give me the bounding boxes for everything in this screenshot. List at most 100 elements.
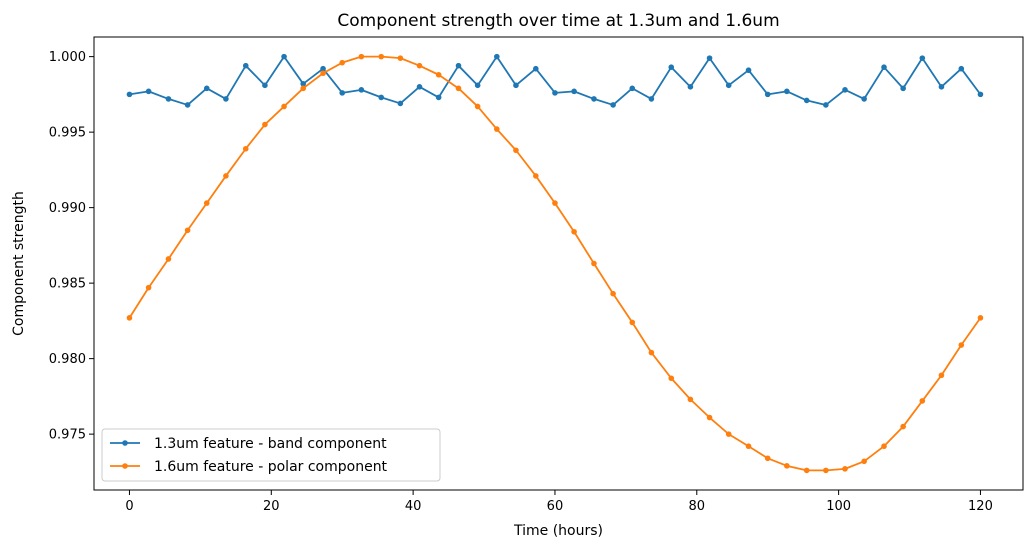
data-point	[745, 67, 752, 74]
data-point	[668, 375, 675, 382]
data-point	[803, 97, 810, 104]
data-point	[764, 91, 771, 98]
data-point	[126, 315, 133, 321]
data-point	[358, 53, 365, 60]
data-point	[203, 200, 210, 206]
data-point	[842, 87, 848, 93]
x-tick-label: 60	[547, 499, 564, 514]
data-point	[610, 102, 616, 108]
data-point	[339, 90, 346, 96]
data-point	[533, 173, 539, 179]
data-point	[803, 467, 810, 474]
data-point	[416, 84, 423, 90]
data-point	[958, 65, 965, 72]
x-axis: 0 20 40 60 80 100 120	[125, 490, 993, 514]
data-point	[706, 414, 713, 421]
data-point	[919, 398, 926, 404]
y-tick-label: 0.985	[49, 277, 86, 292]
data-point	[262, 121, 268, 128]
data-point	[435, 71, 442, 78]
data-point	[165, 256, 172, 262]
legend-frame	[101, 428, 441, 482]
data-point	[455, 62, 462, 69]
data-point	[474, 103, 481, 110]
series-line	[129, 55, 982, 106]
data-point	[745, 443, 752, 450]
data-point	[513, 147, 519, 154]
data-point	[397, 55, 404, 61]
data-point	[126, 91, 133, 98]
data-point	[591, 96, 597, 102]
data-point	[938, 84, 945, 90]
series-2	[126, 53, 984, 474]
data-point	[300, 85, 307, 92]
data-point	[320, 65, 326, 72]
data-point	[784, 463, 790, 469]
data-point	[242, 62, 249, 69]
data-point	[552, 200, 558, 206]
data-point	[629, 319, 636, 326]
y-tick-label: 0.995	[49, 126, 86, 141]
data-point	[977, 315, 984, 321]
data-point	[687, 396, 694, 403]
data-point	[262, 82, 268, 89]
y-tick-label: 1.000	[49, 50, 86, 65]
series-1	[126, 53, 984, 108]
data-point	[629, 85, 636, 92]
data-point	[725, 431, 732, 437]
data-point	[842, 466, 848, 472]
data-point	[145, 284, 152, 291]
data-point	[455, 85, 462, 92]
legend-label: 1.3um feature - band component	[154, 436, 387, 452]
data-point	[823, 467, 829, 474]
series-line	[128, 55, 982, 472]
data-point	[397, 100, 404, 107]
data-point	[571, 228, 577, 235]
data-point	[378, 53, 385, 60]
x-tick-label: 40	[405, 499, 422, 514]
series-layer	[126, 53, 984, 474]
data-point	[881, 64, 887, 70]
data-point	[591, 260, 597, 267]
data-point	[706, 55, 713, 61]
data-point	[474, 82, 481, 89]
data-point	[784, 88, 790, 95]
data-point	[571, 88, 577, 95]
data-point	[203, 85, 210, 92]
data-point	[861, 96, 867, 102]
data-point	[533, 65, 539, 72]
x-tick-label: 80	[689, 499, 706, 514]
data-point	[764, 455, 771, 462]
data-point	[281, 103, 287, 110]
data-point	[223, 173, 229, 179]
legend-swatch-marker	[122, 440, 128, 446]
legend-label: 1.6um feature - polar component	[154, 459, 388, 475]
data-point	[339, 59, 346, 66]
chart-title: Component strength over time at 1.3um an…	[337, 11, 779, 31]
data-point	[378, 94, 385, 101]
data-point	[687, 84, 694, 90]
x-tick-label: 0	[125, 499, 133, 514]
x-tick-label: 120	[968, 499, 993, 514]
data-point	[958, 342, 965, 348]
data-point	[725, 82, 732, 89]
data-point	[145, 88, 152, 95]
y-tick-label: 0.980	[49, 352, 86, 367]
legend-swatch-marker	[122, 463, 128, 469]
data-point	[358, 87, 365, 93]
data-point	[513, 82, 519, 89]
plot-frame	[93, 36, 1024, 491]
data-point	[881, 443, 887, 450]
data-point	[184, 102, 191, 108]
data-point	[281, 53, 287, 60]
data-point	[823, 102, 829, 108]
data-point	[223, 96, 229, 102]
x-tick-label: 100	[826, 499, 851, 514]
data-point	[668, 64, 675, 70]
data-point	[919, 55, 926, 61]
legend-entries: 1.3um feature - band component 1.6um feat…	[110, 436, 388, 475]
data-point	[435, 94, 442, 101]
data-point	[320, 70, 326, 77]
data-point	[900, 85, 906, 92]
